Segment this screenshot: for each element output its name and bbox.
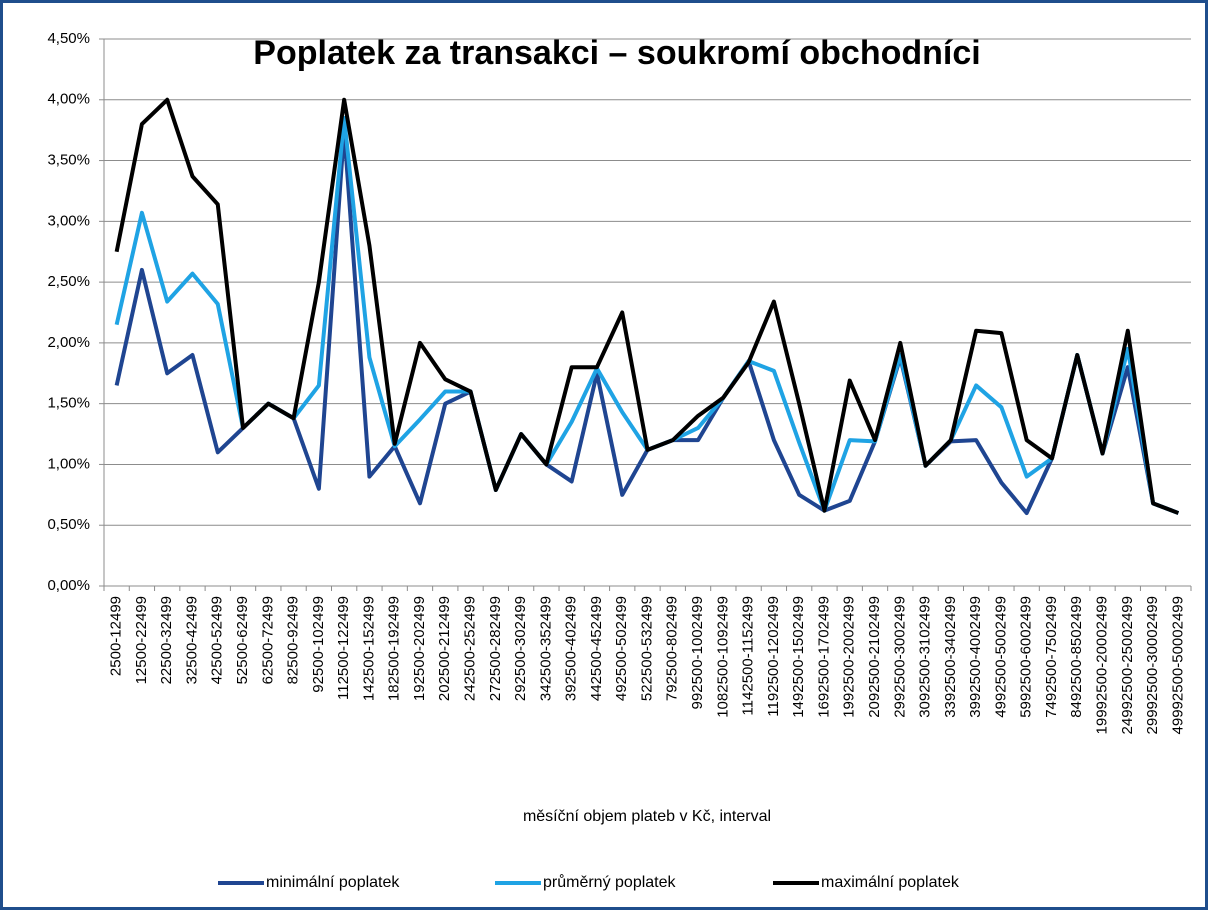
chart-title: Poplatek za transakci – soukromí obchodn… bbox=[253, 34, 980, 72]
x-tick-label: 82500-92499 bbox=[285, 596, 302, 684]
x-tick-label: 62500-72499 bbox=[259, 596, 276, 684]
x-tick-label: 19992500-20002499 bbox=[1093, 596, 1110, 734]
x-tick-label: 12500-22499 bbox=[133, 596, 150, 684]
y-tick-label: 1,50% bbox=[47, 395, 90, 412]
y-tick-label: 2,50% bbox=[47, 273, 90, 290]
y-tick-label: 0,00% bbox=[47, 577, 90, 594]
x-tick-label: 202500-212499 bbox=[436, 596, 453, 701]
x-tick-label: 32500-42499 bbox=[183, 596, 200, 684]
x-tick-label: 392500-402499 bbox=[563, 596, 580, 701]
x-tick-label: 42500-52499 bbox=[209, 596, 226, 684]
x-tick-label: 992500-1002499 bbox=[689, 596, 706, 709]
x-tick-label: 192500-202499 bbox=[411, 596, 428, 701]
x-tick-label: 272500-282499 bbox=[487, 596, 504, 701]
y-tick-label: 1,00% bbox=[47, 455, 90, 472]
x-tick-label: 492500-502499 bbox=[613, 596, 630, 701]
x-tick-label: 522500-532499 bbox=[638, 596, 655, 701]
x-tick-label: 1142500-1152499 bbox=[740, 596, 757, 716]
x-tick-label: 1992500-2002499 bbox=[841, 596, 858, 718]
series-line bbox=[114, 97, 1180, 515]
x-tick-label: 342500-352499 bbox=[537, 596, 554, 701]
x-tick-label: 1692500-1702499 bbox=[815, 596, 832, 718]
y-tick-label: 3,00% bbox=[47, 212, 90, 229]
x-tick-label: 4992500-5002499 bbox=[992, 596, 1009, 718]
x-axis-title: měsíční objem plateb v Kč, interval bbox=[523, 808, 771, 825]
legend-label: maximální poplatek bbox=[821, 874, 960, 891]
y-tick-label: 3,50% bbox=[47, 152, 90, 169]
x-tick-label: 2092500-2102499 bbox=[866, 596, 883, 718]
legend-label: průměrný poplatek bbox=[543, 873, 677, 891]
x-tick-label: 1192500-1202499 bbox=[765, 596, 782, 717]
x-tick-label: 3392500-3402499 bbox=[942, 596, 959, 718]
x-tick-label: 442500-452499 bbox=[588, 596, 605, 701]
legend-label: minimální poplatek bbox=[266, 874, 400, 891]
x-tick-label: 22500-32499 bbox=[158, 596, 175, 684]
x-tick-label: 5992500-6002499 bbox=[1018, 596, 1035, 718]
x-tick-label: 182500-192499 bbox=[386, 596, 403, 701]
x-tick-label: 29992500-30002499 bbox=[1144, 596, 1161, 734]
x-tick-label: 7492500-7502499 bbox=[1043, 596, 1060, 718]
y-tick-label: 0,50% bbox=[47, 516, 90, 533]
y-tick-label: 4,50% bbox=[47, 30, 90, 47]
x-tick-label: 292500-302499 bbox=[512, 596, 529, 701]
x-tick-label: 24992500-25002499 bbox=[1119, 596, 1136, 734]
x-tick-label: 792500-802499 bbox=[664, 596, 681, 701]
x-tick-label: 8492500-8502499 bbox=[1068, 596, 1085, 718]
y-tick-label: 2,00% bbox=[47, 334, 90, 351]
x-tick-label: 3992500-4002499 bbox=[967, 596, 984, 718]
x-tick-label: 2992500-3002499 bbox=[891, 596, 908, 718]
x-tick-label: 2500-12499 bbox=[108, 596, 125, 676]
y-tick-label: 4,00% bbox=[47, 91, 90, 108]
x-tick-label: 1082500-1092499 bbox=[714, 596, 731, 718]
x-tick-label: 3092500-3102499 bbox=[917, 596, 934, 718]
x-tick-label: 242500-252499 bbox=[462, 596, 479, 701]
x-tick-label: 52500-62499 bbox=[234, 596, 251, 684]
x-tick-label: 1492500-1502499 bbox=[790, 596, 807, 718]
x-tick-label: 112500-122499 bbox=[335, 596, 352, 700]
x-tick-label: 49992500-50002499 bbox=[1169, 596, 1186, 734]
x-tick-label: 142500-152499 bbox=[360, 596, 377, 701]
x-tick-label: 92500-102499 bbox=[310, 596, 327, 693]
